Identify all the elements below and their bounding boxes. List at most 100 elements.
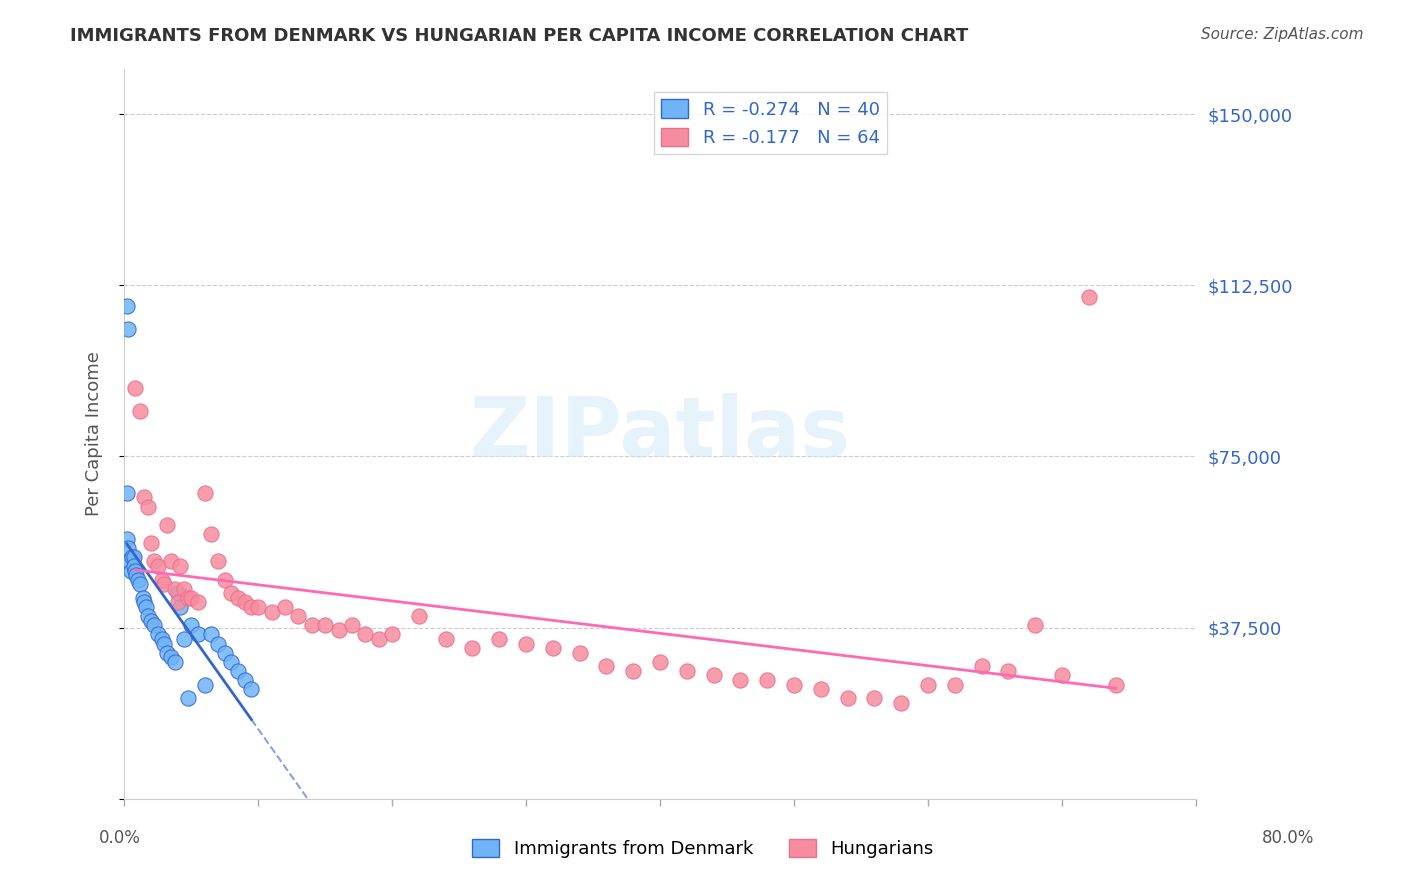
- Point: [408, 609, 430, 624]
- Point: [381, 627, 404, 641]
- Point: [180, 591, 202, 605]
- Point: [434, 632, 457, 646]
- Point: [127, 573, 149, 587]
- Point: [173, 582, 195, 596]
- Point: [193, 486, 215, 500]
- Point: [240, 600, 263, 615]
- Point: [810, 682, 832, 697]
- Point: [146, 558, 169, 573]
- Point: [129, 577, 152, 591]
- Point: [125, 568, 148, 582]
- Point: [135, 600, 157, 615]
- Point: [890, 696, 912, 710]
- Text: 80.0%: 80.0%: [1263, 830, 1315, 847]
- Point: [301, 618, 323, 632]
- Point: [488, 632, 510, 646]
- Point: [226, 591, 249, 605]
- Point: [153, 577, 176, 591]
- Point: [247, 600, 270, 615]
- Point: [1104, 677, 1126, 691]
- Point: [124, 564, 146, 578]
- Point: [214, 573, 236, 587]
- Point: [214, 646, 236, 660]
- Point: [703, 668, 725, 682]
- Point: [124, 381, 146, 395]
- Point: [233, 595, 256, 609]
- Point: [134, 595, 156, 609]
- Point: [156, 517, 179, 532]
- Point: [115, 532, 138, 546]
- Point: [541, 641, 564, 656]
- Point: [163, 655, 186, 669]
- Point: [997, 664, 1019, 678]
- Point: [354, 627, 377, 641]
- Point: [166, 595, 188, 609]
- Point: [917, 677, 939, 691]
- Point: [177, 591, 200, 605]
- Point: [340, 618, 363, 632]
- Point: [1077, 290, 1099, 304]
- Point: [260, 605, 283, 619]
- Text: IMMIGRANTS FROM DENMARK VS HUNGARIAN PER CAPITA INCOME CORRELATION CHART: IMMIGRANTS FROM DENMARK VS HUNGARIAN PER…: [70, 27, 969, 45]
- Point: [150, 573, 173, 587]
- Point: [461, 641, 484, 656]
- Point: [515, 636, 537, 650]
- Y-axis label: Per Capita Income: Per Capita Income: [86, 351, 103, 516]
- Point: [221, 655, 243, 669]
- Point: [120, 564, 142, 578]
- Text: Source: ZipAtlas.com: Source: ZipAtlas.com: [1201, 27, 1364, 42]
- Point: [756, 673, 779, 687]
- Point: [837, 691, 859, 706]
- Point: [367, 632, 389, 646]
- Point: [863, 691, 886, 706]
- Point: [118, 554, 141, 568]
- Point: [139, 614, 162, 628]
- Point: [136, 500, 159, 514]
- Point: [1024, 618, 1046, 632]
- Point: [134, 491, 156, 505]
- Legend: R = -0.274   N = 40, R = -0.177   N = 64: R = -0.274 N = 40, R = -0.177 N = 64: [654, 92, 887, 154]
- Point: [221, 586, 243, 600]
- Point: [122, 558, 145, 573]
- Point: [187, 627, 209, 641]
- Point: [207, 636, 229, 650]
- Point: [117, 541, 139, 555]
- Point: [169, 600, 191, 615]
- Point: [146, 627, 169, 641]
- Point: [121, 549, 143, 564]
- Point: [136, 609, 159, 624]
- Point: [621, 664, 644, 678]
- Point: [177, 691, 200, 706]
- Point: [207, 554, 229, 568]
- Point: [122, 549, 145, 564]
- Point: [117, 321, 139, 335]
- Point: [783, 677, 806, 691]
- Point: [568, 646, 591, 660]
- Point: [240, 682, 263, 697]
- Point: [187, 595, 209, 609]
- Point: [730, 673, 752, 687]
- Point: [200, 627, 222, 641]
- Point: [1050, 668, 1073, 682]
- Point: [233, 673, 256, 687]
- Point: [328, 623, 350, 637]
- Point: [115, 299, 138, 313]
- Legend: Immigrants from Denmark, Hungarians: Immigrants from Denmark, Hungarians: [465, 831, 941, 865]
- Point: [160, 650, 183, 665]
- Point: [287, 609, 309, 624]
- Point: [166, 586, 188, 600]
- Text: 0.0%: 0.0%: [98, 830, 141, 847]
- Point: [943, 677, 966, 691]
- Point: [163, 582, 186, 596]
- Text: ZIPatlas: ZIPatlas: [470, 393, 851, 475]
- Point: [970, 659, 993, 673]
- Point: [132, 591, 155, 605]
- Point: [180, 618, 202, 632]
- Point: [139, 536, 162, 550]
- Point: [226, 664, 249, 678]
- Point: [160, 554, 183, 568]
- Point: [142, 618, 165, 632]
- Point: [648, 655, 671, 669]
- Point: [314, 618, 336, 632]
- Point: [115, 486, 138, 500]
